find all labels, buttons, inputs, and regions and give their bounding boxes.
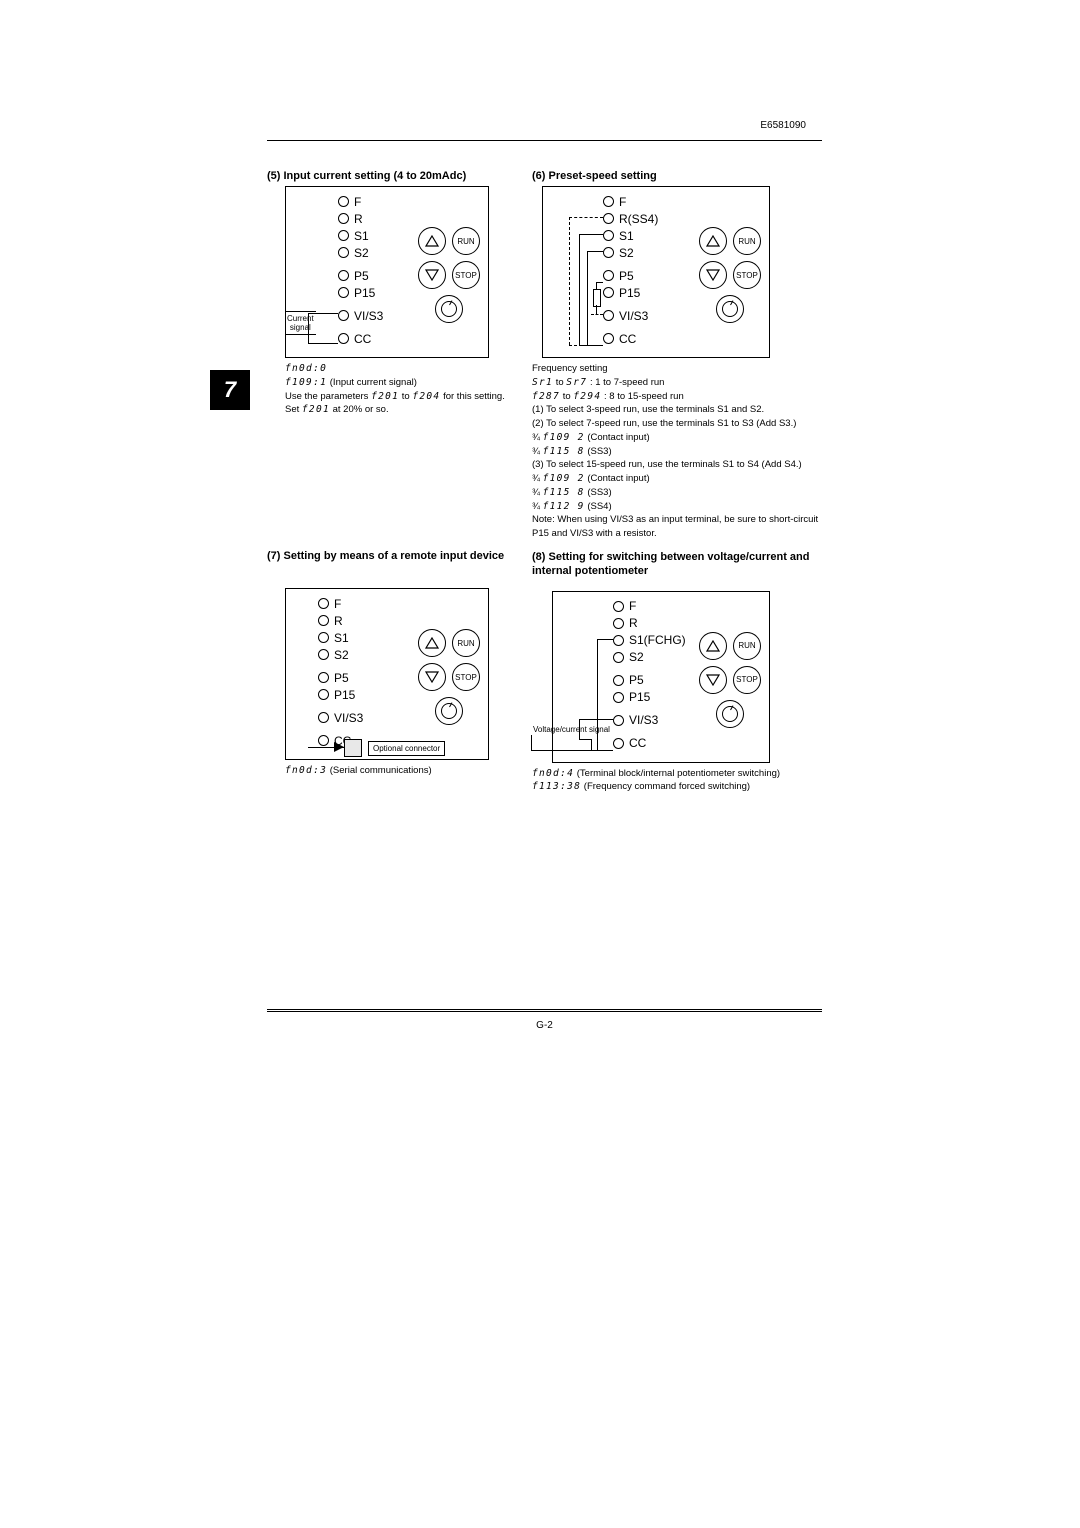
term-label: P5 [629, 673, 644, 687]
term-label: CC [629, 736, 646, 750]
terminals-7: F R S1 S2 P5 P15 VI/S3 CC [318, 595, 363, 749]
term-label: P5 [354, 269, 369, 283]
stop-button[interactable]: STOP [452, 261, 480, 289]
down-button[interactable] [699, 261, 727, 289]
term-label: VI/S3 [334, 711, 363, 725]
term-label: S1 [619, 229, 634, 243]
section-6-params: Frequency setting Sr1 to Sr7 : 1 to 7-sp… [532, 362, 822, 541]
run-button[interactable]: RUN [452, 227, 480, 255]
diagram-8: F R S1(FCHG) S2 P5 P15 VI/S3 CC Voltage/… [552, 591, 770, 763]
term-label: CC [619, 332, 636, 346]
term-label: S2 [619, 246, 634, 260]
terminals-6: F R(SS4) S1 S2 P5 P15 VI/S3 CC [603, 193, 658, 347]
term-label: S1(FCHG) [629, 633, 686, 647]
term-label: R [354, 212, 363, 226]
section-8-params: fn0d:4 (Terminal block/internal potentio… [532, 767, 822, 795]
control-buttons-8: RUN STOP [699, 632, 761, 728]
term-label: S2 [354, 246, 369, 260]
run-button[interactable]: RUN [733, 227, 761, 255]
term-label: P15 [354, 286, 375, 300]
diagram-6: F R(SS4) S1 S2 P5 P15 VI/S3 CC [542, 186, 770, 358]
section-7: (7) Setting by means of a remote input d… [267, 550, 522, 778]
optional-connector-label: Optional connector [368, 741, 445, 756]
term-label: R [334, 614, 343, 628]
term-label: P15 [629, 690, 650, 704]
section-5-params: fn0d:0 f109:1 (Input current signal) Use… [267, 362, 522, 417]
term-label: VI/S3 [354, 309, 383, 323]
term-label: F [619, 195, 626, 209]
bottom-rules [267, 1008, 822, 1013]
voltage-current-label: Voltage/current signal [533, 726, 610, 735]
section-6-title: (6) Preset-speed setting [532, 170, 822, 182]
term-label: S2 [629, 650, 644, 664]
down-button[interactable] [699, 666, 727, 694]
term-label: R(SS4) [619, 212, 658, 226]
up-button[interactable] [699, 227, 727, 255]
dial-button[interactable] [435, 697, 463, 725]
down-button[interactable] [418, 261, 446, 289]
section-7-title: (7) Setting by means of a remote input d… [267, 550, 522, 562]
term-label: F [334, 597, 341, 611]
term-label: F [354, 195, 361, 209]
document-id: E6581090 [760, 120, 806, 131]
stop-button[interactable]: STOP [733, 261, 761, 289]
dial-button[interactable] [435, 295, 463, 323]
page-number: G-2 [536, 1020, 553, 1031]
stop-button[interactable]: STOP [733, 666, 761, 694]
term-label: S2 [334, 648, 349, 662]
term-label: S1 [334, 631, 349, 645]
dial-button[interactable] [716, 700, 744, 728]
section-8: (8) Setting for switching between voltag… [532, 550, 822, 794]
section-6: (6) Preset-speed setting F R(SS4) S1 S2 … [532, 170, 822, 541]
section-8-title: (8) Setting for switching between voltag… [532, 550, 822, 579]
term-label: R [629, 616, 638, 630]
control-buttons-6: RUN STOP [699, 227, 761, 323]
term-label: VI/S3 [619, 309, 648, 323]
term-label: S1 [354, 229, 369, 243]
term-label: P15 [334, 688, 355, 702]
page: 7 E6581090 (5) Input current setting (4 … [0, 0, 1080, 1528]
term-label: F [629, 599, 636, 613]
down-button[interactable] [418, 663, 446, 691]
diagram-5: F R S1 S2 P5 P15 VI/S3 CC Currentsignal [285, 186, 489, 358]
up-button[interactable] [418, 629, 446, 657]
terminals-5: F R S1 S2 P5 P15 VI/S3 CC [338, 193, 383, 347]
section-7-params: fn0d:3 (Serial communications) [267, 764, 522, 778]
control-buttons-7: RUN STOP [418, 629, 480, 725]
section-5: (5) Input current setting (4 to 20mAdc) … [267, 170, 522, 417]
up-button[interactable] [699, 632, 727, 660]
term-label: CC [354, 332, 371, 346]
term-label: P5 [334, 671, 349, 685]
terminals-8: F R S1(FCHG) S2 P5 P15 VI/S3 CC [613, 598, 686, 752]
side-chapter-tab: 7 [210, 370, 250, 410]
term-label: P15 [619, 286, 640, 300]
dial-button[interactable] [716, 295, 744, 323]
run-button[interactable]: RUN [733, 632, 761, 660]
diagram-7: F R S1 S2 P5 P15 VI/S3 CC RUN [285, 588, 489, 760]
section-5-title: (5) Input current setting (4 to 20mAdc) [267, 170, 522, 182]
control-buttons-5: RUN STOP [418, 227, 480, 323]
top-rule [267, 140, 822, 141]
up-button[interactable] [418, 227, 446, 255]
stop-button[interactable]: STOP [452, 663, 480, 691]
run-button[interactable]: RUN [452, 629, 480, 657]
term-label: P5 [619, 269, 634, 283]
term-label: VI/S3 [629, 713, 658, 727]
